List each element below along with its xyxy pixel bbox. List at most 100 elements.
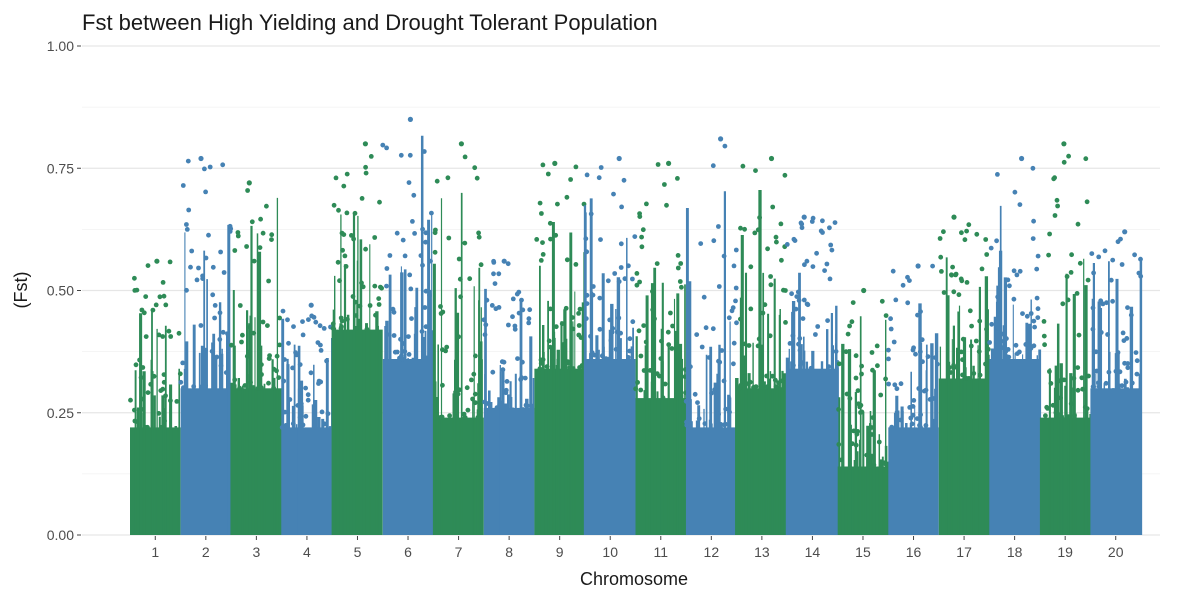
chromosome-6-point: [407, 272, 413, 278]
x-tick-label-5: 5: [354, 544, 362, 560]
chromosome-3-point: [266, 278, 271, 284]
chromosome-12-point: [733, 298, 738, 304]
chromosome-10-point: [608, 338, 614, 343]
chromosome-20-peak-point: [1122, 229, 1128, 235]
chromosome-20-point: [1089, 251, 1095, 256]
chromosome-19-point: [1043, 413, 1048, 419]
chromosome-12-point: [723, 421, 728, 427]
chromosome-19-point: [1048, 381, 1054, 386]
chromosome-17-point: [958, 349, 964, 355]
chromosome-5-point: [353, 299, 358, 305]
chromosome-3-point: [259, 362, 264, 367]
chromosome-10-peak-point: [616, 155, 622, 162]
chromosome-1-point: [167, 259, 173, 265]
chromosome-10-point: [626, 263, 631, 269]
chromosome-12-point: [696, 416, 702, 421]
chromosome-5-point: [376, 296, 382, 301]
chromosome-8-point: [504, 379, 510, 384]
chromosome-16-point: [907, 405, 913, 410]
chromosome-4-point: [291, 324, 296, 329]
chromosome-19-point: [1064, 274, 1070, 279]
chromosome-16-point: [908, 415, 914, 421]
chromosome-11-point: [675, 265, 681, 271]
chromosome-15-point: [853, 375, 859, 381]
chromosome-15-point: [870, 415, 876, 420]
chromosome-18-point: [1000, 345, 1006, 351]
chromosome-15-point: [875, 363, 880, 369]
chromosome-5-point: [350, 294, 356, 299]
chromosome-11-point: [650, 289, 655, 294]
chromosome-3-point: [246, 349, 252, 355]
chromosome-2-point: [209, 348, 215, 354]
chromosome-17-point: [938, 254, 944, 260]
chromosome-3-point: [258, 216, 263, 222]
chromosome-12-point: [723, 406, 729, 412]
chromosome-4-points: [279, 302, 333, 535]
chromosome-19-point: [1060, 301, 1066, 307]
chromosome-20-point: [1134, 358, 1140, 364]
chromosome-4-point: [279, 425, 285, 430]
chromosome-13-point: [779, 378, 785, 384]
chromosome-12-point: [694, 332, 700, 337]
chromosome-17-point: [976, 349, 982, 354]
chromosome-5-point: [335, 259, 341, 265]
chromosome-12-point: [716, 411, 721, 417]
chromosome-14-point: [827, 225, 832, 231]
chromosome-9-point: [559, 321, 565, 327]
chromosome-5-peak-point: [362, 141, 368, 147]
chromosome-5-point: [331, 202, 337, 208]
chromosome-1-point: [157, 294, 163, 300]
chromosome-1-point: [132, 288, 138, 293]
chromosome-17-point: [964, 280, 970, 285]
chromosome-13-point: [773, 384, 779, 390]
chromosome-14-point: [822, 268, 827, 273]
chromosome-11-point: [668, 310, 673, 316]
chromosome-13-point: [770, 204, 776, 210]
chromosome-5-point: [330, 321, 336, 327]
chromosome-18-point: [1026, 348, 1032, 354]
chromosome-7-point: [476, 234, 482, 240]
chromosome-5-point: [333, 175, 339, 181]
chromosome-13-point: [782, 172, 788, 178]
chromosome-4-point: [300, 422, 306, 428]
chromosome-7-point: [438, 311, 444, 316]
chromosome-3-point: [267, 353, 272, 358]
chromosome-9-point: [565, 360, 571, 366]
chromosome-11-point: [641, 368, 647, 373]
chromosome-18-point: [1017, 268, 1023, 274]
chromosome-10-point: [630, 319, 636, 325]
chromosome-14-point: [810, 264, 816, 269]
chromosome-1-point: [133, 419, 139, 424]
chromosome-10-point: [610, 326, 616, 331]
chromosome-4-point: [286, 340, 291, 346]
chromosome-20-point: [1132, 252, 1137, 258]
chromosome-5-point: [339, 324, 344, 330]
chromosome-11-point: [639, 234, 644, 240]
chromosome-16-point: [907, 278, 912, 283]
chromosome-13-point: [747, 379, 753, 385]
chromosome-15-point: [849, 319, 855, 325]
chromosome-7-point: [475, 415, 481, 420]
chromosome-13-point: [765, 246, 770, 252]
chromosome-11-point: [670, 323, 675, 329]
chromosome-17-point: [974, 231, 980, 237]
chromosome-9-peak-point: [552, 160, 558, 166]
chromosome-4-point: [298, 401, 304, 407]
chromosome-11-point: [652, 316, 657, 322]
chromosome-3-point: [229, 342, 234, 348]
chromosome-14-point: [829, 247, 835, 253]
chromosome-14-point: [798, 363, 803, 368]
chromosome-11-point: [662, 182, 667, 187]
chromosome-14-point: [794, 294, 800, 299]
chromosome-5-point: [345, 316, 350, 322]
chromosome-10-point: [598, 237, 603, 243]
chromosome-3-point: [269, 237, 274, 243]
chromosome-1-point: [145, 424, 150, 430]
chromosome-17-point: [951, 289, 957, 295]
chromosome-18-point: [1031, 318, 1037, 324]
chromosome-14-point: [795, 289, 801, 295]
chromosome-18-point: [1032, 324, 1037, 330]
chromosome-20-point: [1103, 380, 1109, 386]
chromosome-12-point: [719, 348, 725, 353]
chromosome-11-point: [638, 353, 644, 359]
